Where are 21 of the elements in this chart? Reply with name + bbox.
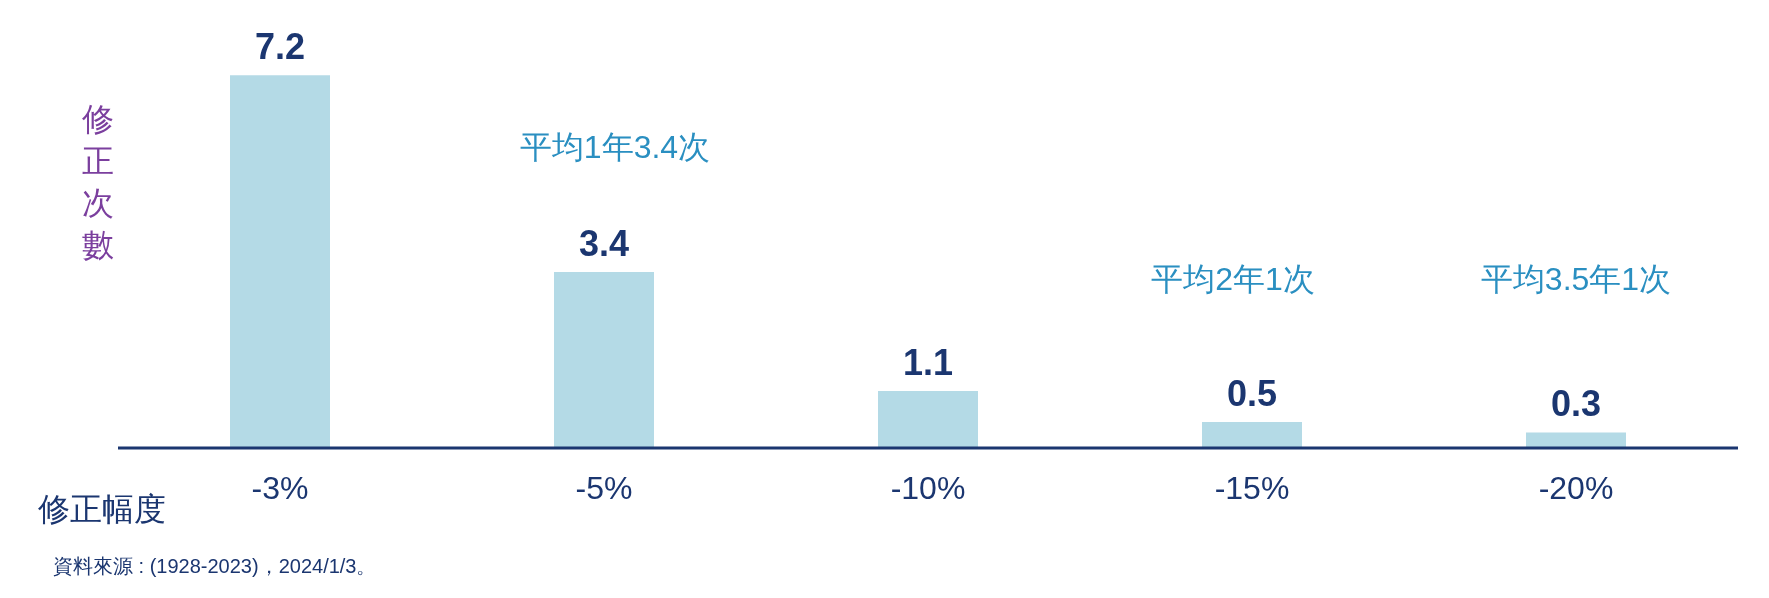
data-label: 1.1 (902, 342, 954, 384)
bar (1202, 422, 1302, 448)
data-label: 7.2 (254, 26, 306, 68)
x-tick-label: -10% (890, 469, 966, 506)
y-axis-title: 修正次數 (81, 100, 115, 265)
data-label: 0.3 (1550, 383, 1602, 425)
data-label: 0.5 (1226, 373, 1278, 415)
annotation: 平均3.5年1次 (1479, 260, 1673, 299)
x-tick-label: -20% (1538, 469, 1614, 506)
data-label: 3.4 (578, 222, 630, 264)
bar (878, 391, 978, 448)
bar (230, 75, 330, 448)
x-tick-label: -5% (575, 469, 633, 506)
annotation: 平均2年1次 (1150, 260, 1316, 299)
bar (1526, 432, 1626, 448)
x-tick-label: -3% (251, 469, 309, 506)
x-axis-title: 修正幅度 (38, 490, 166, 529)
bar (554, 271, 654, 448)
x-tick-label: -15% (1214, 469, 1290, 506)
annotation: 平均1年3.4次 (518, 128, 712, 167)
source-note: 資料來源 : (1928-2023)，2024/1/3。 (53, 554, 377, 579)
